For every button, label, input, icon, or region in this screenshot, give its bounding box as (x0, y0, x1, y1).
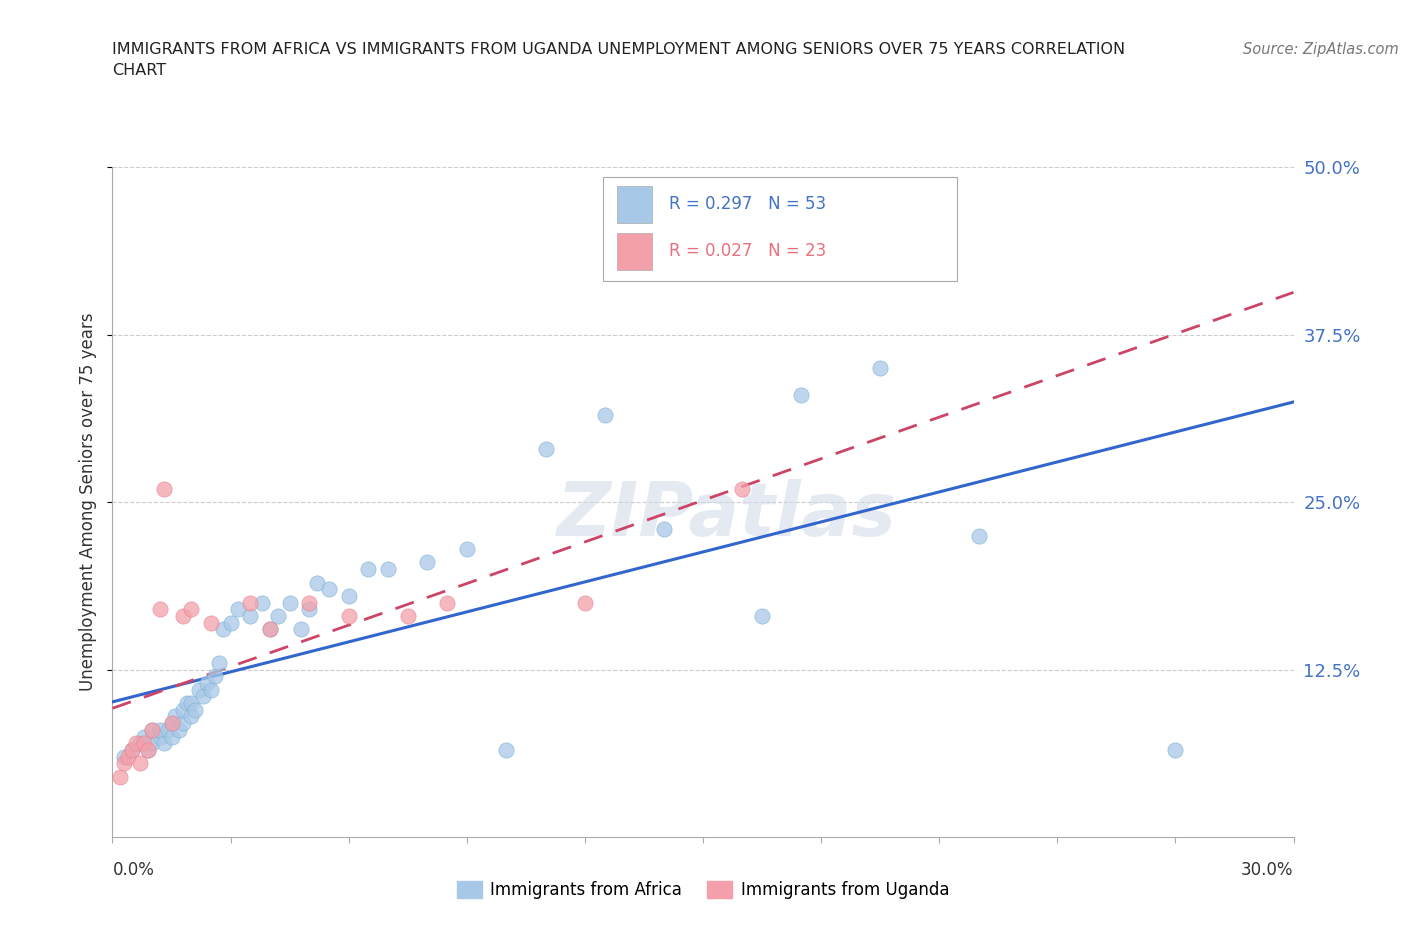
Point (751, 608, 773, 623)
Point (180, 696, 202, 711)
Point (121, 742, 143, 757)
Point (337, 608, 360, 623)
FancyBboxPatch shape (603, 178, 957, 281)
Point (169, 723, 191, 737)
Point (298, 602, 321, 617)
Point (149, 723, 172, 737)
Point (156, 723, 179, 737)
Text: ZIPatlas: ZIPatlas (557, 479, 897, 552)
Point (495, 742, 517, 757)
Point (534, 441, 557, 456)
Point (132, 729, 155, 744)
Point (318, 582, 340, 597)
Point (152, 482, 174, 497)
Y-axis label: Unemployment Among Seniors over 75 years: Unemployment Among Seniors over 75 years (79, 313, 97, 691)
Point (208, 656, 231, 671)
Text: CHART: CHART (112, 63, 166, 78)
Point (136, 742, 159, 757)
Point (307, 575, 329, 590)
Point (228, 602, 250, 617)
Point (172, 702, 194, 717)
Point (200, 683, 222, 698)
Point (112, 756, 135, 771)
Bar (617, 186, 652, 222)
Point (357, 562, 380, 577)
Point (869, 361, 891, 376)
Point (132, 736, 155, 751)
Point (278, 595, 301, 610)
Legend: Immigrants from Africa, Immigrants from Uganda: Immigrants from Africa, Immigrants from … (450, 874, 956, 906)
Point (250, 595, 273, 610)
Point (290, 622, 312, 637)
Point (337, 589, 360, 604)
Point (117, 750, 139, 764)
Point (731, 482, 754, 497)
Point (129, 756, 152, 771)
Text: 0.0%: 0.0% (112, 860, 155, 879)
Point (110, 769, 132, 784)
Text: R = 0.297   N = 53: R = 0.297 N = 53 (669, 195, 825, 213)
Point (593, 407, 616, 422)
Point (377, 562, 399, 577)
Point (1164, 742, 1187, 757)
Point (180, 709, 202, 724)
Point (129, 736, 152, 751)
Point (125, 736, 148, 751)
Point (149, 729, 172, 744)
Point (141, 723, 163, 737)
Text: 30.0%: 30.0% (1241, 860, 1294, 879)
Point (176, 696, 198, 711)
Point (298, 595, 321, 610)
Point (172, 716, 194, 731)
Point (121, 742, 143, 757)
Point (152, 736, 174, 751)
Point (141, 723, 163, 737)
Point (149, 602, 172, 617)
Point (574, 595, 596, 610)
Bar (617, 232, 652, 270)
Point (180, 602, 202, 617)
Point (191, 689, 214, 704)
Point (211, 622, 233, 637)
Point (136, 742, 159, 757)
Point (239, 608, 262, 623)
Point (141, 736, 163, 751)
Point (790, 388, 813, 403)
Point (184, 702, 207, 717)
Point (456, 541, 478, 556)
Point (259, 622, 281, 637)
Point (967, 528, 990, 543)
Point (204, 669, 226, 684)
Text: R = 0.027   N = 23: R = 0.027 N = 23 (669, 242, 825, 260)
Point (267, 608, 290, 623)
Point (195, 675, 218, 690)
Point (160, 716, 183, 731)
Point (396, 608, 419, 623)
Point (219, 616, 242, 631)
Point (188, 683, 211, 698)
Point (416, 555, 439, 570)
Point (112, 750, 135, 764)
Point (172, 608, 194, 623)
Text: IMMIGRANTS FROM AFRICA VS IMMIGRANTS FROM UGANDA UNEMPLOYMENT AMONG SENIORS OVER: IMMIGRANTS FROM AFRICA VS IMMIGRANTS FRO… (112, 42, 1126, 57)
Point (200, 616, 222, 631)
Point (165, 709, 187, 724)
Point (259, 622, 281, 637)
Point (652, 522, 675, 537)
Point (160, 729, 183, 744)
Point (160, 716, 183, 731)
Point (239, 595, 262, 610)
Point (436, 595, 458, 610)
Text: Source: ZipAtlas.com: Source: ZipAtlas.com (1243, 42, 1399, 57)
